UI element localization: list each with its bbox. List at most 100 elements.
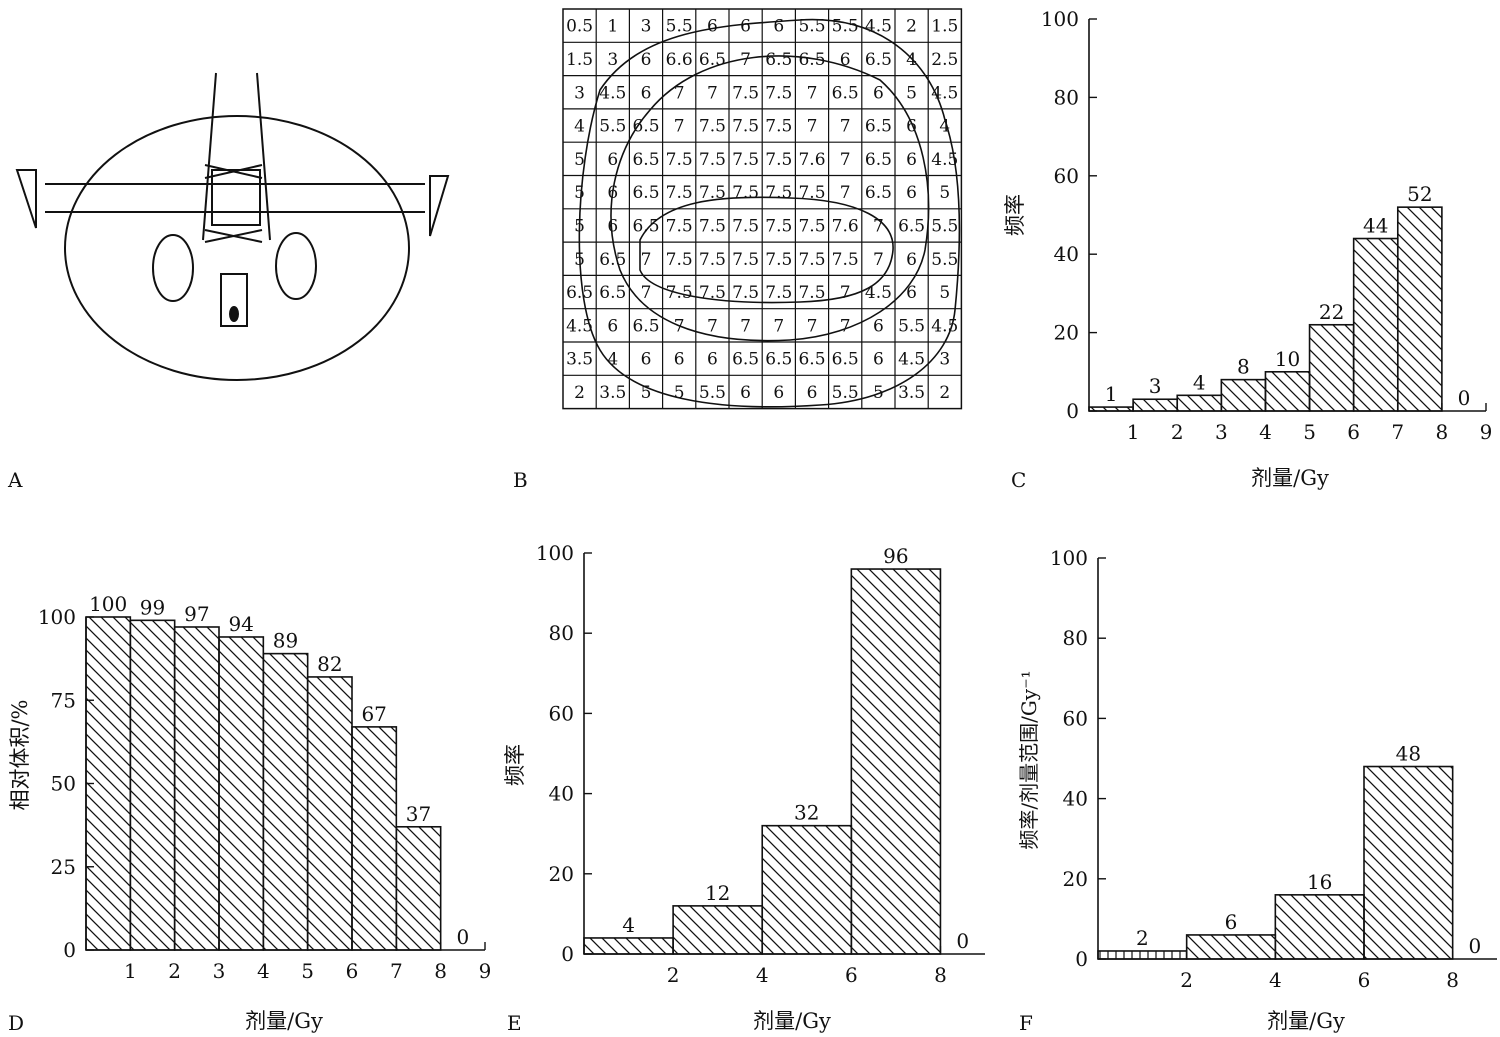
bar-data-label: 96 <box>883 544 908 568</box>
grid-cell-value: 5.5 <box>931 250 958 270</box>
y-tick-label: 80 <box>549 621 574 645</box>
y-tick-label: 20 <box>549 862 574 886</box>
d-xlabel: 剂量/Gy <box>245 1009 323 1033</box>
x-tick-label: 2 <box>1180 968 1193 992</box>
grid-cell-value: 3 <box>939 350 950 370</box>
bar-data-label: 3 <box>1149 374 1162 398</box>
d-ylabel: 相对体积/% <box>8 699 32 810</box>
x-tick-label: 6 <box>845 963 858 987</box>
bar <box>761 824 853 955</box>
bar <box>1396 206 1443 412</box>
grid-cell-value: 7 <box>707 83 718 103</box>
grid-cell-value: 5.5 <box>599 117 626 137</box>
bar <box>1176 394 1223 412</box>
bar-data-label: 82 <box>317 652 342 676</box>
grid-cell-value: 7.5 <box>765 283 792 303</box>
c-ylabel: 频率 <box>1003 194 1027 236</box>
bar-data-label: 0 <box>1458 386 1471 410</box>
grid-cell-value: 6.5 <box>898 216 925 236</box>
grid-cell-value: 7 <box>674 117 685 137</box>
grid-cell-value: 6 <box>607 216 618 236</box>
x-tick-label: 2 <box>168 959 181 983</box>
grid-cell-value: 5 <box>939 183 950 203</box>
x-tick-label: 5 <box>301 959 314 983</box>
grid-cell-value: 5 <box>906 83 917 103</box>
x-tick-label: 7 <box>1391 420 1404 444</box>
grid-cell-value: 5.5 <box>699 383 726 403</box>
grid-cell-value: 7.5 <box>666 216 693 236</box>
e-xlabel: 剂量/Gy <box>753 1009 831 1033</box>
y-tick-label: 20 <box>1054 321 1079 345</box>
bar-data-label: 6 <box>1225 910 1238 934</box>
bar <box>1274 894 1365 960</box>
x-tick-label: 8 <box>934 963 947 987</box>
grid-cell-value: 5 <box>574 150 585 170</box>
grid-cell-value: 7.5 <box>732 117 759 137</box>
e-ylabel: 频率 <box>503 744 527 786</box>
grid-cell-value: 7 <box>807 316 818 336</box>
x-tick-label: 1 <box>1127 420 1140 444</box>
grid-cell-value: 7 <box>641 283 652 303</box>
bar <box>850 568 942 955</box>
bar-data-label: 48 <box>1396 742 1421 766</box>
y-tick-label: 40 <box>549 782 574 806</box>
grid-cell-value: 6.5 <box>632 183 659 203</box>
grid-cell-value: 5.5 <box>832 17 859 37</box>
grid-cell-value: 7.5 <box>765 83 792 103</box>
grid-cell-value: 7 <box>873 250 884 270</box>
bar-data-label: 67 <box>361 702 386 726</box>
bar <box>351 726 398 951</box>
bar-data-label: 52 <box>1407 182 1432 206</box>
grid-cell-value: 7.5 <box>798 283 825 303</box>
x-tick-label: 3 <box>213 959 226 983</box>
bar-data-label: 0 <box>956 929 969 953</box>
grid-cell-value: 2.5 <box>931 50 958 70</box>
grid-cell-value: 6 <box>807 383 818 403</box>
grid-cell-value: 5 <box>939 283 950 303</box>
grid-cell-value: 7 <box>840 283 851 303</box>
x-tick-label: 8 <box>434 959 447 983</box>
bar-data-label: 16 <box>1307 870 1332 894</box>
grid-cell-value: 3 <box>574 83 585 103</box>
y-tick-label: 0 <box>561 942 574 966</box>
grid-cell-value: 3.5 <box>566 350 593 370</box>
isodose-outer <box>578 18 961 408</box>
grid-cell-value: 6.5 <box>566 283 593 303</box>
grid-cell-value: 6 <box>641 350 652 370</box>
grid-cell-value: 6 <box>740 383 751 403</box>
y-tick-label: 0 <box>1075 947 1088 971</box>
grid-cell-value: 7.5 <box>699 117 726 137</box>
grid-cell-value: 6.5 <box>632 117 659 137</box>
grid-cell-value: 5 <box>674 383 685 403</box>
bar <box>1185 934 1277 960</box>
panel-label-b: B <box>513 468 528 492</box>
bar-data-label: 89 <box>273 629 298 653</box>
grid-cell-value: 6 <box>906 150 917 170</box>
grid-cell-value: 7.5 <box>732 216 759 236</box>
grid-cell-value: 7.5 <box>832 250 859 270</box>
x-tick-label: 4 <box>257 959 270 983</box>
grid-cell-value: 6 <box>906 117 917 137</box>
bar <box>85 616 132 951</box>
y-tick-label: 0 <box>63 938 76 962</box>
grid-cell-value: 3.5 <box>898 383 925 403</box>
bar <box>306 676 353 951</box>
grid-cell-value: 7 <box>740 50 751 70</box>
x-tick-label: 7 <box>390 959 403 983</box>
grid-cell-value: 5 <box>641 383 652 403</box>
y-tick-label: 75 <box>51 688 76 712</box>
bar-data-label: 99 <box>140 595 165 619</box>
grid-cell-value: 6.5 <box>865 50 892 70</box>
bar <box>1088 406 1134 412</box>
grid-cell-value: 7.5 <box>732 250 759 270</box>
grid-cell-value: 6.5 <box>599 283 626 303</box>
grid-cell-value: 7.5 <box>732 150 759 170</box>
grid-cell-value: 2 <box>906 17 917 37</box>
y-tick-label: 100 <box>1050 546 1088 570</box>
y-tick-label: 80 <box>1054 85 1079 109</box>
bar <box>129 619 176 951</box>
grid-cell-value: 6 <box>906 283 917 303</box>
grid-cell-value: 7.5 <box>765 216 792 236</box>
grid-cell-value: 6 <box>873 350 884 370</box>
